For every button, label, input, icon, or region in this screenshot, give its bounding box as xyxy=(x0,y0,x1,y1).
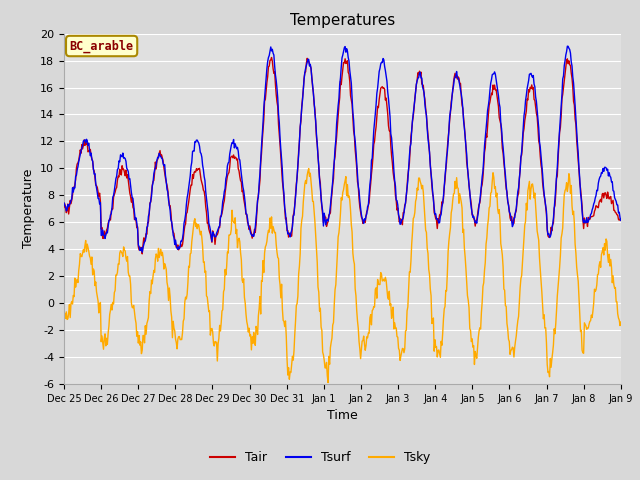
Title: Temperatures: Temperatures xyxy=(290,13,395,28)
Text: BC_arable: BC_arable xyxy=(70,39,134,53)
X-axis label: Time: Time xyxy=(327,409,358,422)
Y-axis label: Temperature: Temperature xyxy=(22,169,35,249)
Legend: Tair, Tsurf, Tsky: Tair, Tsurf, Tsky xyxy=(205,446,435,469)
